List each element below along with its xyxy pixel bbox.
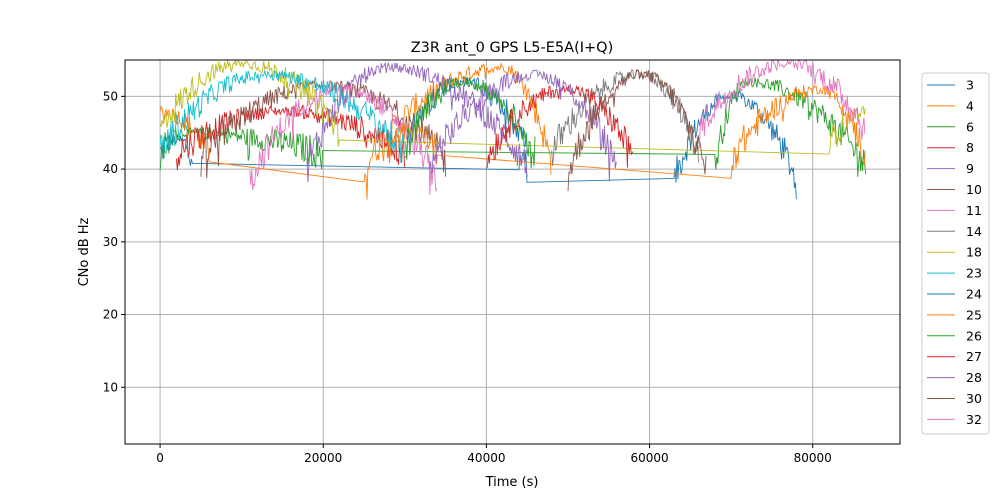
x-tick-label: 60000 [630,451,668,465]
legend-label: 14 [966,224,982,239]
legend-label: 30 [966,391,982,406]
legend-label: 25 [966,307,982,322]
legend-label: 24 [966,287,982,302]
legend-label: 3 [966,78,974,93]
x-tick-label: 40000 [467,451,505,465]
x-tick-label: 80000 [794,451,832,465]
series-line-23 [159,70,406,163]
y-tick-label: 20 [103,308,118,322]
series-line-9 [306,61,528,183]
x-tick-label: 0 [156,451,164,465]
series-line-28 [428,69,617,182]
legend-label: 18 [966,245,982,260]
legend-label: 27 [966,349,982,364]
y-tick-label: 50 [103,89,118,103]
legend-box [921,72,990,435]
x-axis-label: Time (s) [485,475,539,490]
x-tick-label: 20000 [304,451,342,465]
plot-area-frame [124,59,901,445]
series-line-8 [175,104,405,171]
legend-label: 32 [966,412,982,427]
legend-label: 11 [966,203,982,218]
series-line-18 [159,60,866,155]
chart-title: Z3R ant_0 GPS L5-E5A(I+Q) [411,40,613,56]
legend-label: 8 [966,140,974,155]
series-line-32 [698,60,866,149]
legend-label: 4 [966,98,974,113]
series-line-14 [551,68,699,167]
legend-label: 28 [966,370,982,385]
legend-label: 10 [966,182,982,197]
legend-label: 23 [966,266,982,281]
legend-label: 6 [966,119,974,134]
y-tick-label: 40 [103,162,118,176]
y-tick-label: 30 [103,235,118,249]
y-tick-label: 10 [103,380,118,394]
series-line-25 [388,84,866,179]
legend-label: 26 [966,328,982,343]
legend-label: 9 [966,161,974,176]
y-axis-label: CNo dB Hz [77,217,92,286]
series-line-11 [249,83,438,196]
series-line-30 [567,69,707,192]
series-line-26 [404,76,536,169]
